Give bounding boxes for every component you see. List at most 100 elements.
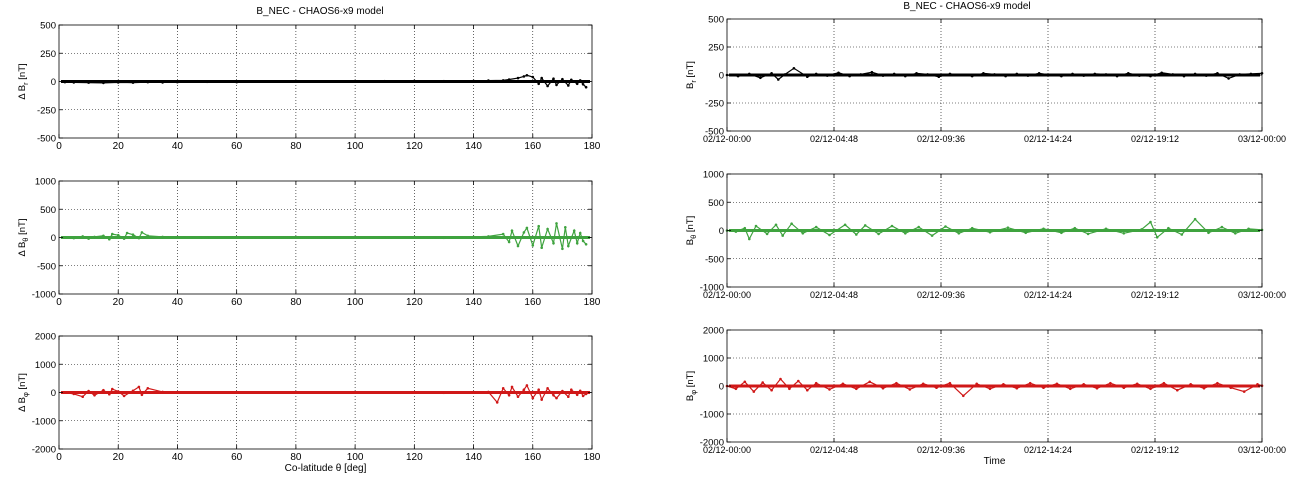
data-point (1002, 383, 1005, 386)
data-point (1122, 386, 1126, 390)
data-point (324, 236, 327, 239)
y-tick-label: 500 (708, 15, 724, 26)
x-tick-label: 140 (465, 141, 482, 152)
data-point (522, 75, 526, 78)
x-tick-label: 180 (584, 452, 601, 463)
data-point (324, 391, 327, 394)
data-point (1138, 74, 1141, 77)
x-tick-label: 03/12-00:00 (1238, 134, 1286, 144)
data-point (855, 387, 858, 391)
data-point (294, 236, 298, 239)
data-point (383, 79, 387, 83)
x-tick-label: 0 (56, 297, 62, 308)
y-tick-label: -250 (705, 99, 724, 110)
data-point (1015, 72, 1019, 76)
data-point (779, 377, 782, 381)
data-point (578, 79, 582, 82)
data-point (81, 235, 84, 238)
data-point (567, 244, 570, 248)
y-tick-label: 0 (719, 382, 724, 393)
x-tick-label: 0 (56, 141, 62, 152)
data-point (734, 387, 738, 391)
data-point (87, 237, 90, 240)
data-point (743, 380, 747, 384)
data-point (472, 235, 475, 239)
data-point (1055, 382, 1059, 386)
data-point (265, 236, 268, 239)
x-tick-label: 40 (172, 452, 184, 463)
data-point (988, 230, 992, 234)
data-point (561, 247, 564, 251)
data-point (522, 231, 526, 234)
data-point (102, 81, 105, 85)
data-point (131, 389, 135, 393)
data-point (792, 67, 796, 70)
x-tick-label: 20 (113, 452, 125, 463)
x-tick-label: 60 (231, 141, 243, 152)
data-point (507, 240, 511, 244)
data-point (205, 391, 209, 394)
data-point (525, 226, 529, 230)
x-tick-label: 120 (406, 141, 423, 152)
data-point (855, 233, 858, 236)
y-tick-label: -1000 (32, 416, 56, 427)
data-point (1149, 387, 1152, 391)
data-point (734, 230, 738, 233)
data-point (516, 76, 520, 80)
data-point (72, 81, 76, 84)
data-point (937, 75, 941, 78)
data-point (546, 84, 549, 88)
x-tick-label: 02/12-04:48 (810, 290, 858, 300)
data-point (176, 235, 179, 239)
data-point (1115, 74, 1119, 78)
data-point (783, 73, 787, 76)
x-axis-label: Time (984, 456, 1006, 467)
x-tick-label: 80 (290, 141, 302, 152)
data-point (837, 71, 840, 75)
x-tick-label: 40 (172, 297, 184, 308)
data-point (1093, 72, 1097, 76)
data-point (904, 232, 907, 235)
data-point (806, 75, 809, 78)
data-point (759, 76, 762, 80)
data-point (324, 80, 327, 83)
data-point (537, 388, 540, 392)
data-point (140, 231, 144, 234)
y-tick-label: -500 (37, 134, 56, 145)
chart-panel-right-1: 02/12-00:00 02/12-04:48 02/12-09:36 02/12-1… (685, 15, 1286, 145)
chart-panel-right-3: 02/12-00:00 02/12-04:48 02/12-09:36 02/12-1… (685, 326, 1286, 468)
data-point (93, 394, 96, 397)
data-point (1060, 74, 1063, 78)
data-point (540, 76, 543, 80)
data-point (353, 391, 357, 394)
data-point (863, 224, 867, 227)
data-point (108, 392, 111, 396)
y-tick-label: 500 (40, 205, 56, 216)
data-point (962, 394, 965, 398)
data-point (383, 391, 387, 394)
data-point (546, 227, 549, 231)
data-point (584, 392, 588, 396)
data-point (959, 73, 963, 77)
data-point (161, 81, 164, 84)
data-point (522, 388, 526, 392)
x-tick-label: 02/12-00:00 (703, 290, 751, 300)
data-point (948, 72, 952, 76)
data-trace (726, 67, 1263, 81)
y-tick-label: -1000 (700, 410, 724, 421)
x-tick-label: 60 (231, 297, 243, 308)
data-point (552, 77, 555, 80)
chart-panel-right-2: 02/12-00:00 02/12-04:48 02/12-09:36 02/12-1… (685, 170, 1286, 301)
x-tick-label: 02/12-00:00 (703, 445, 751, 455)
data-point (531, 244, 535, 247)
data-point (131, 81, 135, 84)
data-point (137, 385, 141, 389)
y-axis-label: Br [nT] (685, 61, 698, 89)
data-point (1135, 382, 1139, 386)
data-point (111, 232, 114, 236)
data-point (546, 387, 549, 390)
data-point (975, 382, 978, 386)
x-tick-label: 02/12-19:12 (1131, 134, 1179, 144)
data-point (1216, 72, 1219, 75)
